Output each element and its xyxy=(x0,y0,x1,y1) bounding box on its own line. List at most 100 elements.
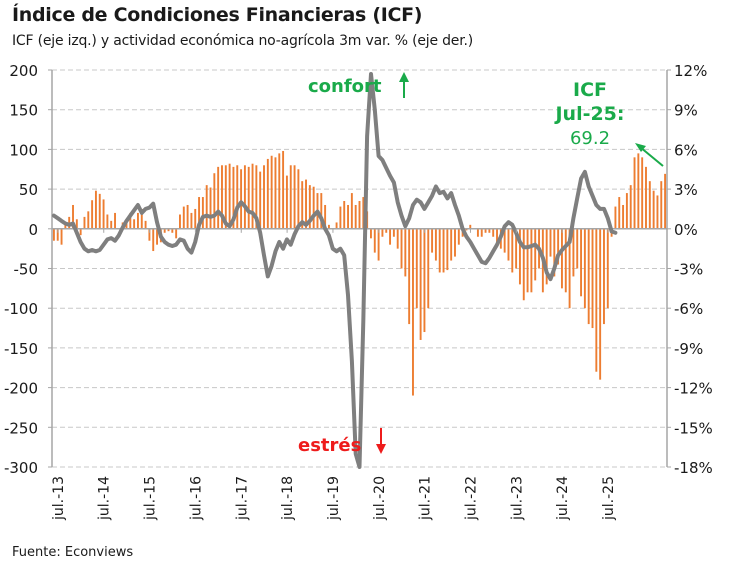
x-tick-label: jul.-15 xyxy=(143,476,159,521)
icf-bar xyxy=(282,150,285,229)
confort-label: confort xyxy=(308,76,382,97)
icf-bar xyxy=(412,228,414,396)
icf-bar xyxy=(217,166,220,229)
icf-bar xyxy=(480,228,483,237)
icf-bar xyxy=(148,228,151,241)
right-axis-ticks: 12% 9% 6% 3% 0% -3% -6% -9% -12% -15% -18% xyxy=(667,62,713,477)
icf-bar xyxy=(87,211,90,229)
icf-bar xyxy=(335,222,338,229)
icf-bar xyxy=(553,228,556,277)
icf-bar xyxy=(297,169,300,229)
icf-bar xyxy=(564,228,567,293)
icf-bar xyxy=(373,228,376,253)
icf-bar xyxy=(198,197,201,229)
icf-bar xyxy=(52,228,55,241)
icf-bar xyxy=(622,204,625,229)
icf-bar xyxy=(488,228,491,233)
icf-bar xyxy=(343,201,346,229)
right-tick-label: 3% xyxy=(674,181,698,199)
icf-bar xyxy=(591,228,594,329)
icf-bar xyxy=(415,228,418,309)
estres-arrow-icon xyxy=(376,428,386,454)
right-tick-label: 6% xyxy=(674,141,698,159)
left-tick-label: -300 xyxy=(4,459,38,477)
icf-bar xyxy=(526,228,529,293)
icf-bar xyxy=(454,228,456,257)
icf-bar xyxy=(182,206,185,229)
icf-bar xyxy=(339,206,342,229)
icf-bar xyxy=(228,163,231,229)
icf-bar xyxy=(648,181,651,229)
right-tick-label: 12% xyxy=(674,62,707,80)
chart-title: Índice de Condiciones Financieras (ICF) xyxy=(12,4,423,26)
icf-bar xyxy=(102,199,105,229)
icf-bar xyxy=(587,228,590,325)
right-tick-label: 9% xyxy=(674,102,698,120)
icf-bar xyxy=(381,228,384,237)
icf-bars xyxy=(52,150,667,396)
icf-bar xyxy=(599,228,602,380)
icf-bar xyxy=(270,155,273,229)
icf-bar xyxy=(560,228,563,289)
activity-line xyxy=(51,72,618,469)
icf-bar xyxy=(91,200,94,229)
right-tick-label: -3% xyxy=(674,261,703,279)
icf-bar xyxy=(129,212,132,229)
icf-bar xyxy=(549,228,552,257)
icf-bar xyxy=(511,228,514,273)
icf-annotation-line1: ICF xyxy=(573,79,607,101)
left-tick-label: 0 xyxy=(28,221,38,239)
icf-bar xyxy=(660,181,663,229)
icf-bar xyxy=(434,228,437,261)
right-tick-label: -6% xyxy=(674,300,703,318)
left-tick-label: 200 xyxy=(9,62,38,80)
x-tick-label: jul.-14 xyxy=(97,476,113,521)
icf-annotation-value: 69.2 xyxy=(570,128,610,149)
icf-bar xyxy=(64,224,67,229)
icf-bar xyxy=(652,190,655,229)
icf-bar xyxy=(507,228,510,261)
icf-bar xyxy=(266,158,269,229)
x-tick-label: jul.-25 xyxy=(601,476,617,521)
estres-label: estrés xyxy=(298,435,361,456)
icf-bar xyxy=(83,216,86,229)
icf-bar xyxy=(98,193,101,229)
left-tick-label: 50 xyxy=(19,181,38,199)
icf-bar xyxy=(503,228,506,253)
icf-bar xyxy=(492,228,495,237)
icf-bar xyxy=(274,157,277,229)
source-note: Fuente: Econviews xyxy=(12,545,134,560)
icf-bar xyxy=(423,228,426,333)
icf-bar xyxy=(324,204,327,229)
icf-bar xyxy=(278,153,281,229)
icf-bar xyxy=(396,228,399,249)
icf-annotation-line2: Jul-25: xyxy=(553,103,624,125)
x-tick-label: jul.-19 xyxy=(326,476,342,521)
x-tick-label: jul.-13 xyxy=(51,476,67,521)
left-tick-label: -200 xyxy=(4,380,38,398)
icf-bar xyxy=(133,219,136,229)
icf-bar xyxy=(144,220,147,229)
icf-bar xyxy=(377,228,380,261)
icf-bar xyxy=(370,228,372,239)
icf-bar xyxy=(156,228,159,245)
x-axis-ticks: jul.-13 jul.-14 jul.-15 jul.-16 jul.-17 jul.-… xyxy=(51,228,617,521)
icf-bar xyxy=(625,193,628,229)
x-tick-label: jul.-21 xyxy=(418,476,434,521)
icf-bar xyxy=(347,204,349,229)
icf-bar xyxy=(213,173,216,229)
icf-bar xyxy=(301,181,304,229)
left-tick-label: -250 xyxy=(4,419,38,437)
icf-bar xyxy=(186,204,189,229)
icf-bar xyxy=(557,228,560,265)
icf-bar xyxy=(469,224,472,229)
icf-bar xyxy=(606,228,609,309)
x-tick-label: jul.-23 xyxy=(509,476,525,521)
icf-bar xyxy=(285,175,288,229)
icf-bar xyxy=(251,163,254,229)
icf-bar xyxy=(641,157,644,229)
icf-bar xyxy=(152,228,155,252)
icf-bar xyxy=(247,166,250,229)
icf-bar xyxy=(389,228,392,245)
